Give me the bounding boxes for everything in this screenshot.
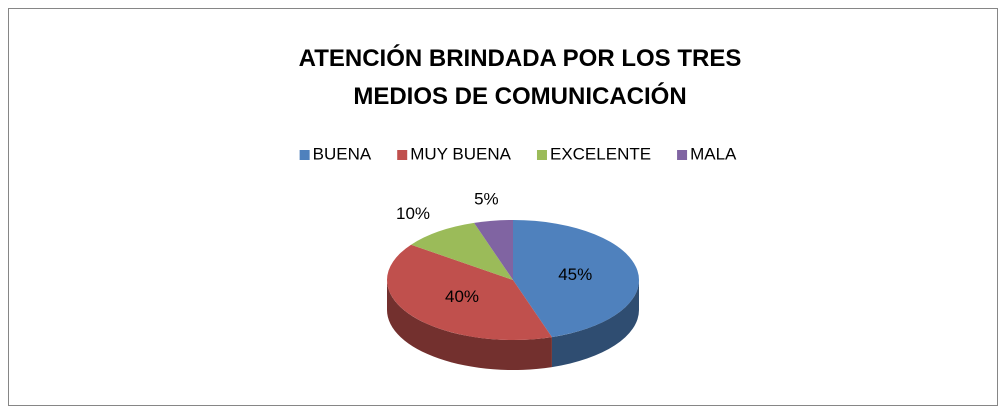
data-label: 45% — [558, 265, 592, 284]
legend-swatch — [397, 150, 408, 160]
chart-title: ATENCIÓN BRINDADA POR LOS TRES MEDIOS DE… — [298, 45, 742, 110]
legend-label: MALA — [690, 144, 737, 163]
pie-side — [387, 280, 552, 370]
legend-label: MUY BUENA — [410, 144, 511, 163]
legend-item: MALA — [677, 144, 737, 163]
pie-slice — [387, 244, 552, 340]
pie-side — [551, 280, 639, 368]
pie-sides — [387, 280, 639, 370]
legend-label: BUENA — [313, 144, 372, 163]
chart-frame — [8, 8, 998, 406]
pie-slice — [513, 220, 640, 338]
data-label: 5% — [474, 189, 499, 208]
pie-labels: 45% 40% 10% 5% — [396, 189, 592, 306]
legend-label: EXCELENTE — [550, 144, 651, 163]
pie-slice — [411, 222, 513, 280]
pie-tops — [387, 220, 640, 340]
legend-swatch — [677, 150, 688, 160]
legend-swatch — [536, 150, 547, 160]
legend-item: MUY BUENA — [397, 144, 512, 163]
legend-swatch — [299, 150, 310, 160]
legend-item: BUENA — [299, 144, 372, 163]
pie-slice — [474, 220, 513, 280]
data-label: 10% — [396, 204, 430, 223]
data-label: 40% — [445, 287, 479, 306]
legend-item: EXCELENTE — [536, 144, 651, 163]
